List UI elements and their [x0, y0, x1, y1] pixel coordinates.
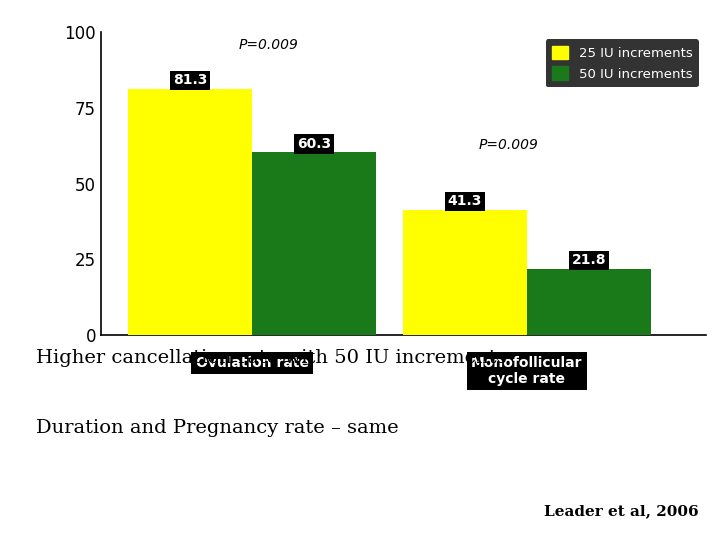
Text: Ovulation rate: Ovulation rate — [196, 356, 308, 370]
Bar — [527, 269, 651, 335]
Bar — [403, 210, 527, 335]
Text: 41.3: 41.3 — [448, 194, 482, 208]
Text: Leader et al, 2006: Leader et al, 2006 — [544, 504, 698, 518]
Text: 60.3: 60.3 — [297, 137, 331, 151]
Text: P=0.009: P=0.009 — [479, 138, 539, 152]
Text: Monofollicular
cycle rate: Monofollicular cycle rate — [471, 356, 582, 386]
Text: Higher cancellation rate with 50 IU increments: Higher cancellation rate with 50 IU incr… — [36, 349, 507, 367]
Legend: 25 IU increments, 50 IU increments: 25 IU increments, 50 IU increments — [546, 39, 699, 87]
Text: 81.3: 81.3 — [173, 73, 207, 87]
Bar — [252, 152, 376, 335]
Bar — [128, 89, 252, 335]
Text: P=0.009: P=0.009 — [238, 38, 298, 52]
Text: Duration and Pregnancy rate – same: Duration and Pregnancy rate – same — [36, 419, 399, 437]
Text: 21.8: 21.8 — [572, 253, 606, 267]
